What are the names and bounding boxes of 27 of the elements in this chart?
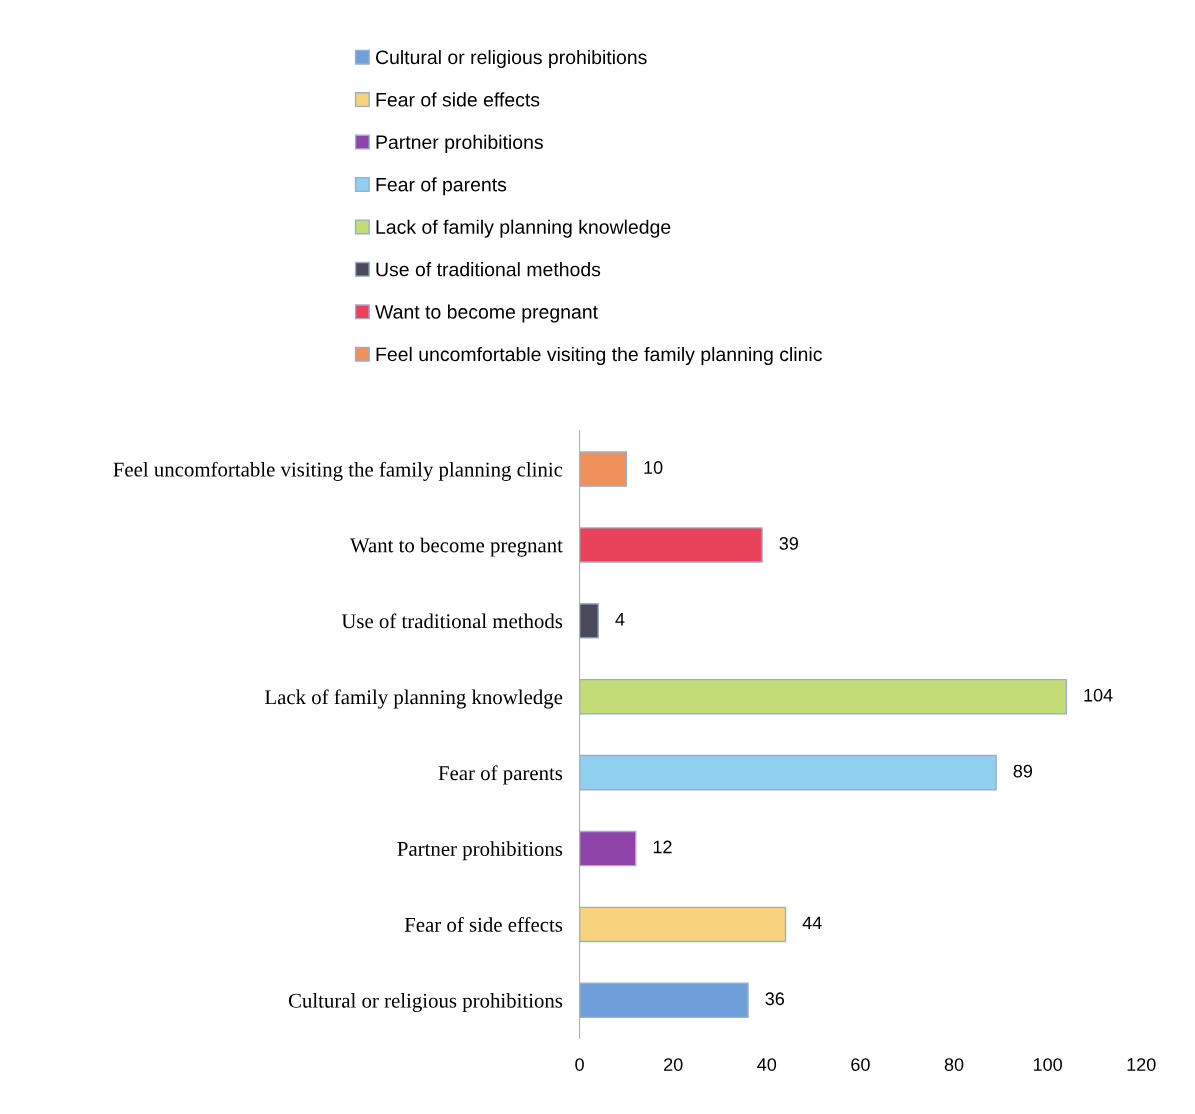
legend-label: Cultural or religious prohibitions: [376, 49, 647, 69]
data-label: 89: [1013, 764, 1033, 778]
y-tick-label: Feel uncomfortable visiting the family planning clinic: [113, 461, 563, 481]
y-tick-label: Want to become pregnant: [349, 537, 563, 557]
x-tick-label: 80: [944, 1058, 964, 1071]
x-tick-label: 60: [851, 1058, 870, 1071]
x-tick-label: 0: [575, 1058, 584, 1071]
y-tick-label: Cultural or religious prohibitions: [288, 993, 563, 1013]
legend-label: Fear of parents: [376, 177, 507, 196]
y-tick-label: Fear of side effects: [404, 916, 563, 932]
y-tick-label: Partner prohibitions: [397, 841, 563, 861]
data-label: 44: [802, 916, 822, 930]
x-tick-label: 120: [1127, 1058, 1156, 1071]
data-label: 10: [644, 461, 663, 474]
legend-label: Feel uncomfortable visiting the family planning clinic: [376, 346, 822, 366]
x-tick-label: 100: [1033, 1058, 1062, 1071]
data-label: 36: [765, 992, 785, 1006]
y-tick-label: Lack of family planning knowledge: [264, 689, 563, 709]
data-label: 39: [779, 537, 799, 550]
legend-label: Lack of family planning knowledge: [376, 219, 671, 238]
y-tick-label: Use of traditional methods: [341, 613, 563, 629]
data-label: 4: [615, 613, 625, 626]
y-tick-label: Fear of parents: [438, 765, 563, 785]
data-label: 104: [1084, 688, 1113, 702]
data-label: 12: [653, 840, 672, 854]
x-tick-label: 20: [664, 1058, 683, 1071]
x-tick-label: 40: [757, 1058, 777, 1071]
